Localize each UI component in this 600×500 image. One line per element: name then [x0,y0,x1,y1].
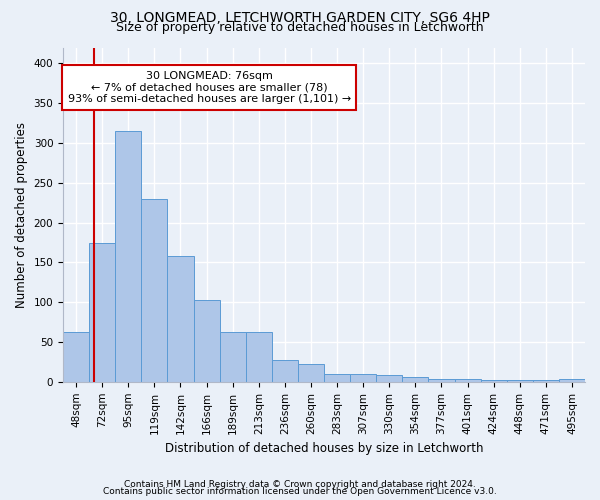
Text: Contains public sector information licensed under the Open Government Licence v3: Contains public sector information licen… [103,487,497,496]
Bar [481,380,507,382]
Bar [194,300,220,382]
X-axis label: Distribution of detached houses by size in Letchworth: Distribution of detached houses by size … [165,442,483,455]
Bar [455,380,481,382]
Bar [507,380,533,382]
Bar [246,332,272,382]
Bar [428,378,455,382]
Text: 30 LONGMEAD: 76sqm
← 7% of detached houses are smaller (78)
93% of semi-detached: 30 LONGMEAD: 76sqm ← 7% of detached hous… [68,71,351,104]
Text: 30, LONGMEAD, LETCHWORTH GARDEN CITY, SG6 4HP: 30, LONGMEAD, LETCHWORTH GARDEN CITY, SG… [110,11,490,25]
Bar [324,374,350,382]
Bar [167,256,194,382]
Y-axis label: Number of detached properties: Number of detached properties [15,122,28,308]
Bar [89,242,115,382]
Bar [533,380,559,382]
Text: Size of property relative to detached houses in Letchworth: Size of property relative to detached ho… [116,21,484,34]
Bar [115,131,142,382]
Bar [63,332,89,382]
Bar [559,378,585,382]
Bar [220,332,246,382]
Bar [272,360,298,382]
Bar [142,198,167,382]
Bar [298,364,324,382]
Bar [403,377,428,382]
Bar [376,376,403,382]
Text: Contains HM Land Registry data © Crown copyright and database right 2024.: Contains HM Land Registry data © Crown c… [124,480,476,489]
Bar [350,374,376,382]
